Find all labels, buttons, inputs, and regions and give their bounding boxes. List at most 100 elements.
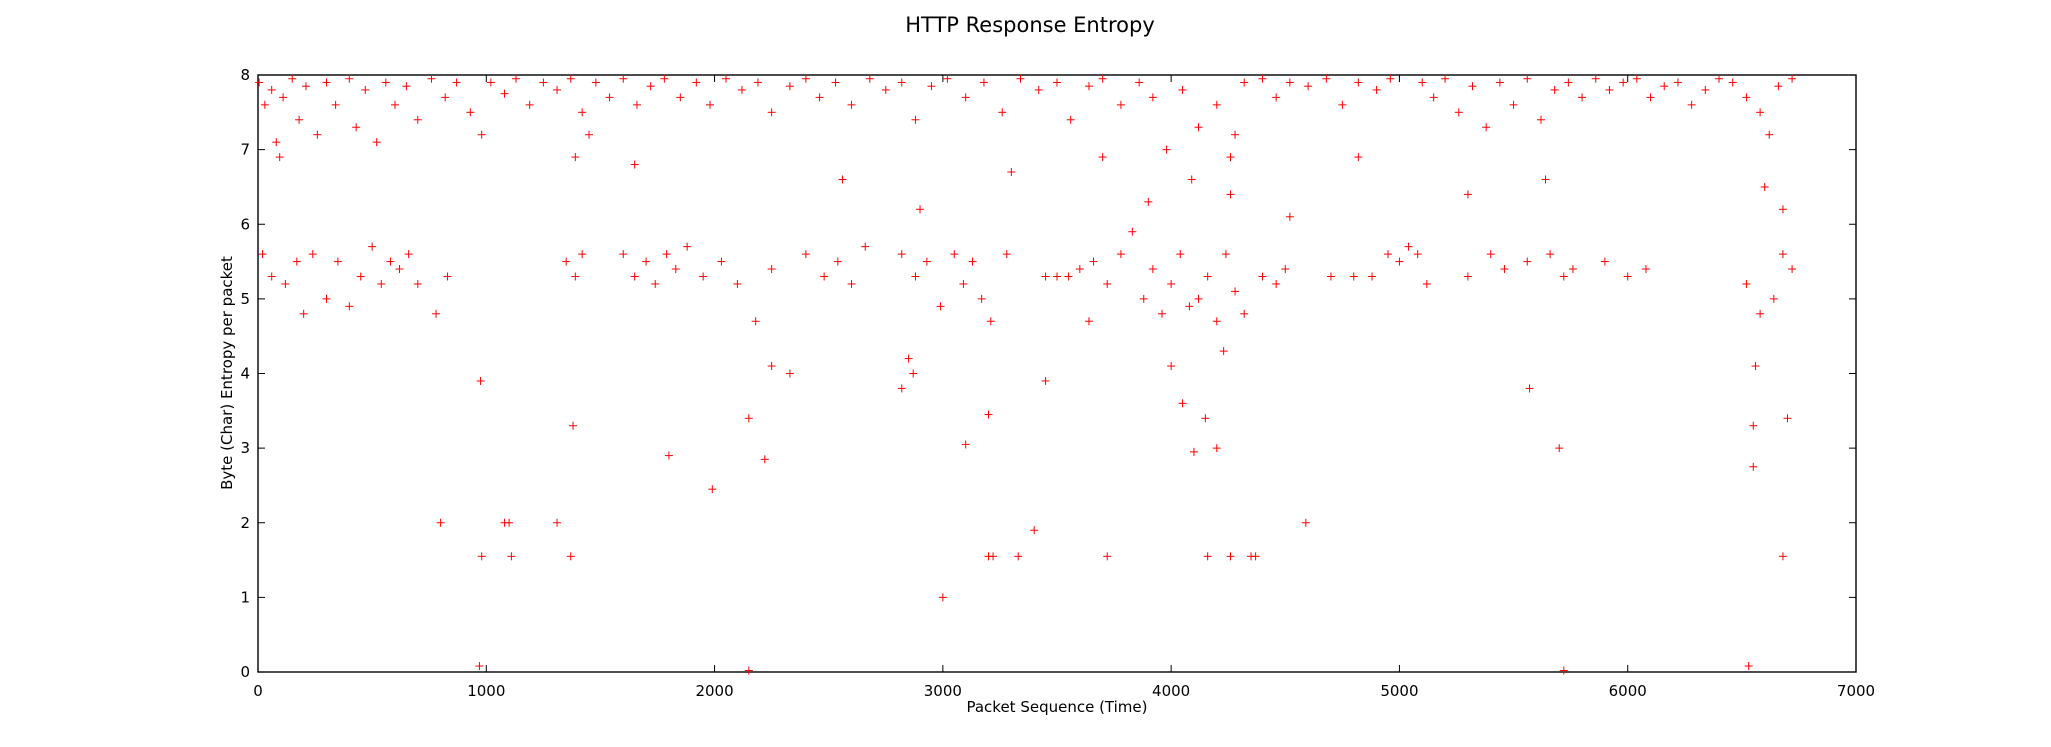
data-point [295,115,304,124]
data-point [936,302,945,311]
data-point [1372,85,1381,94]
data-point [989,552,998,561]
data-point [897,250,906,259]
data-point [1116,100,1125,109]
data-point [1623,272,1632,281]
data-point [1756,309,1765,318]
data-point [1304,82,1313,91]
data-point [1564,78,1573,87]
data-point [986,317,995,326]
data-point [950,250,959,259]
data-point [699,272,708,281]
data-point [1098,153,1107,162]
data-point [801,74,810,83]
data-point [1201,414,1210,423]
data-point [1135,78,1144,87]
data-point [1219,347,1228,356]
data-point [959,279,968,288]
data-point [1301,518,1310,527]
data-point [441,93,450,102]
data-point [511,74,520,83]
data-point [1701,85,1710,94]
data-point [1194,123,1203,132]
data-point [345,302,354,311]
data-point [1422,279,1431,288]
data-point [904,354,913,363]
data-point [578,250,587,259]
data-point [785,369,794,378]
data-point [260,100,269,109]
data-point [733,279,742,288]
data-point [352,123,361,132]
data-point [1463,190,1472,199]
data-point [865,74,874,83]
data-point [500,89,509,98]
data-point [402,82,411,91]
data-point [1673,78,1682,87]
data-point [861,242,870,251]
data-point [1084,317,1093,326]
data-point [386,257,395,266]
data-point [1744,662,1753,671]
data-point [1240,78,1249,87]
data-point [662,250,671,259]
data-point [1158,309,1167,318]
data-point [1354,78,1363,87]
data-point [1509,100,1518,109]
y-tick-label: 0 [240,663,250,681]
data-point [475,662,484,671]
data-point [1728,78,1737,87]
data-point [1226,190,1235,199]
data-point [1541,175,1550,184]
data-point [1066,115,1075,124]
data-point [1523,257,1532,266]
x-tick-label: 2000 [695,682,733,700]
data-point [1778,250,1787,259]
data-point [255,78,264,87]
y-axis-label: Byte (Char) Entropy per packet [218,256,236,490]
data-point [1148,93,1157,102]
data-point [984,410,993,419]
data-point [968,257,977,266]
data-point [591,78,600,87]
y-axis-ticks: 0 1 2 3 4 5 6 7 8 [240,66,1856,681]
data-point [1322,74,1331,83]
data-point [1167,279,1176,288]
data-point [911,115,920,124]
data-point [671,265,680,274]
data-point [1418,78,1427,87]
data-point [1605,85,1614,94]
data-point [1349,272,1358,281]
data-point [1034,85,1043,94]
data-point [1162,145,1171,154]
data-point [676,93,685,102]
data-point [322,294,331,303]
x-tick-label: 5000 [1380,682,1418,700]
data-point [466,108,475,117]
data-point [651,279,660,288]
data-point [998,108,1007,117]
data-point [744,414,753,423]
data-point [801,250,810,259]
data-point [1441,74,1450,83]
data-point [1148,265,1157,274]
y-tick-label: 5 [240,290,250,308]
data-point [1240,309,1249,318]
data-point [1089,257,1098,266]
data-point [1486,250,1495,259]
data-point [1555,444,1564,453]
data-point [1788,74,1797,83]
y-tick-label: 1 [240,588,250,606]
data-point [372,138,381,147]
y-tick-label: 7 [240,141,250,159]
data-point [1632,74,1641,83]
data-point [1384,250,1393,259]
data-point [1368,272,1377,281]
data-point [258,250,267,259]
data-point [1128,227,1137,236]
data-point [361,85,370,94]
data-point [1272,93,1281,102]
data-point [833,257,842,266]
data-point [642,257,651,266]
data-point [1559,666,1568,675]
